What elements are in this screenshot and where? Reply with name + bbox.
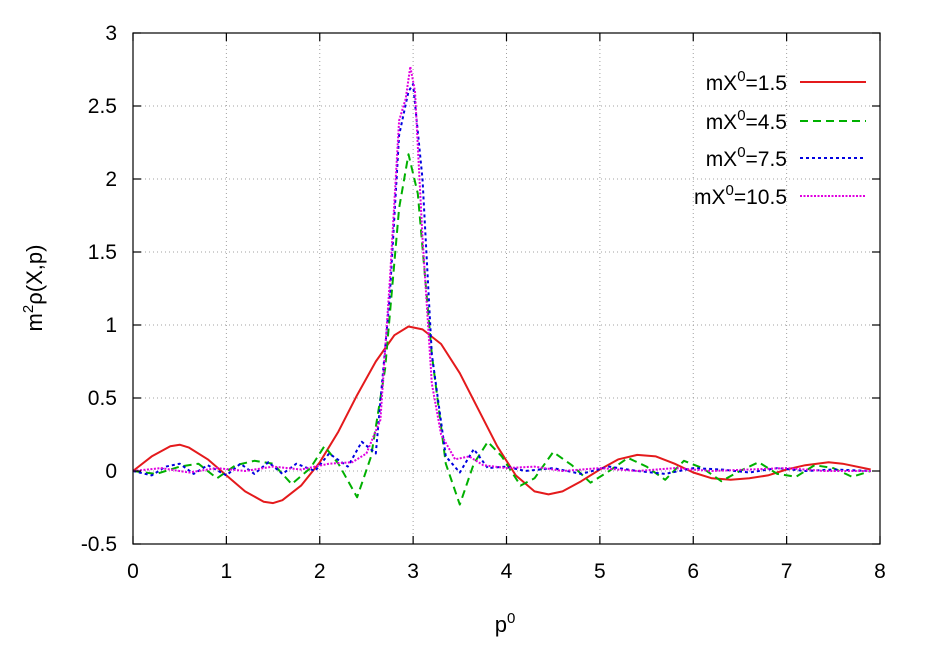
series-line-4	[132, 65, 871, 474]
legend-label-3: mX0=7.5	[706, 144, 787, 171]
series-layer	[132, 65, 871, 506]
legend-label-superscript: 0	[737, 144, 745, 161]
legend-label-text: mX	[706, 72, 738, 95]
x-axis-label: p0	[495, 610, 516, 637]
legend-label-superscript: 0	[737, 107, 745, 124]
y-axis-label: m2ρ(X,p)	[20, 245, 47, 332]
legend-label-value: =4.5	[746, 111, 787, 134]
legend-label-4: mX0=10.5	[694, 182, 787, 209]
legend-label-value: =10.5	[734, 186, 787, 209]
x-tick-label: 5	[594, 560, 606, 583]
x-axis-label-main: p	[495, 612, 507, 637]
x-tick-label: 2	[314, 560, 326, 583]
x-tick-label: 3	[407, 560, 419, 583]
y-tick-label: 3	[105, 22, 117, 45]
legend-label-superscript: 0	[726, 182, 734, 199]
y-tick-label: 0	[105, 460, 117, 483]
x-tick-label: 6	[687, 560, 699, 583]
y-tick-label: 2.5	[88, 95, 117, 118]
y-axis-label-prefix: m	[22, 313, 47, 331]
y-tick-label: 2	[105, 168, 117, 191]
legend-label-text: mX	[694, 186, 726, 209]
series-line-3	[132, 83, 871, 477]
y-tick-label: 1	[105, 314, 117, 337]
y-tick-label: -0.5	[81, 533, 117, 556]
legend-label-1: mX0=1.5	[706, 68, 787, 95]
x-tick-label: 0	[127, 560, 139, 583]
x-tick-label: 4	[501, 560, 513, 583]
legend-label-superscript: 0	[737, 68, 745, 85]
legend-label-value: =7.5	[746, 148, 787, 171]
x-tick-label: 8	[874, 560, 886, 583]
legend-label-text: mX	[706, 148, 738, 171]
legend-label-text: mX	[706, 111, 738, 134]
x-tick-label: 7	[781, 560, 793, 583]
y-tick-label: 0.5	[88, 387, 117, 410]
legend-label-value: =1.5	[746, 72, 787, 95]
legend-label-2: mX0=4.5	[706, 107, 787, 134]
y-tick-label: 1.5	[88, 241, 117, 264]
y-axis-label-rest: ρ(X,p)	[22, 245, 47, 305]
y-axis-label-superscript: 2	[20, 305, 37, 313]
x-axis-label-superscript: 0	[507, 610, 515, 627]
tick-layer: 0 1 2 3 4 5 6 7 8 -0.5 0 0.5 1 1.5 2 2.5 3	[81, 22, 886, 583]
x-tick-label: 1	[221, 560, 233, 583]
series-line-1	[132, 325, 871, 505]
